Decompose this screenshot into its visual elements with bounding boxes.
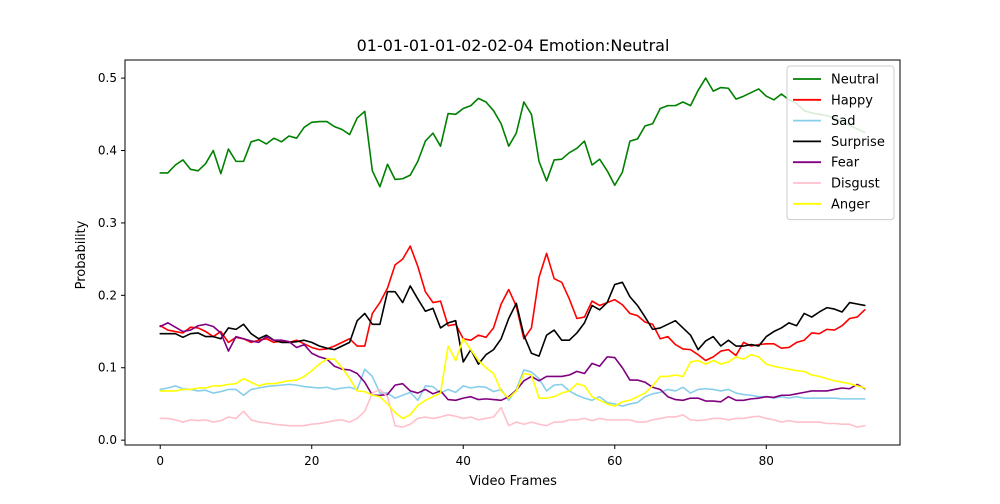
y-tick-label: 0.4 (98, 144, 117, 158)
legend-label-anger: Anger (831, 197, 870, 212)
x-tick-label: 20 (304, 454, 319, 468)
legend-label-surprise: Surprise (831, 135, 885, 150)
legend-box (786, 65, 895, 221)
legend-label-fear: Fear (831, 156, 860, 171)
series-line-neutral (159, 77, 866, 188)
x-tick-label: 80 (759, 454, 774, 468)
series-line-anger (159, 337, 866, 420)
legend-label-neutral: Neutral (831, 73, 879, 88)
chart-title: 01-01-01-01-02-02-04 Emotion:Neutral (357, 36, 670, 55)
legend-label-sad: Sad (831, 114, 855, 129)
series-line-disgust (159, 388, 866, 428)
axes-frame (124, 59, 901, 446)
y-tick-label: 0.2 (98, 288, 117, 302)
y-axis-label: Probability (74, 220, 89, 289)
y-tick-label: 0.1 (98, 361, 117, 375)
series-line-surprise (159, 281, 866, 365)
y-tick-label: 0.0 (98, 433, 117, 447)
legend-label-happy: Happy (831, 93, 873, 108)
legend-label-disgust: Disgust (831, 177, 880, 192)
legend: Neutral Happy Sad Surprise Fear Disgust Anger (786, 65, 895, 221)
x-tick-label: 60 (607, 454, 622, 468)
plot-area: 0 20 40 60 80 0.0 0.1 0.2 0.3 0.4 0.5 Neutral Happy S… (98, 59, 901, 468)
x-axis-label: Video Frames (469, 474, 557, 489)
x-tick-label: 0 (156, 454, 164, 468)
y-tick-label: 0.5 (98, 71, 117, 85)
y-tick-label: 0.3 (98, 216, 117, 230)
x-tick-label: 40 (456, 454, 471, 468)
